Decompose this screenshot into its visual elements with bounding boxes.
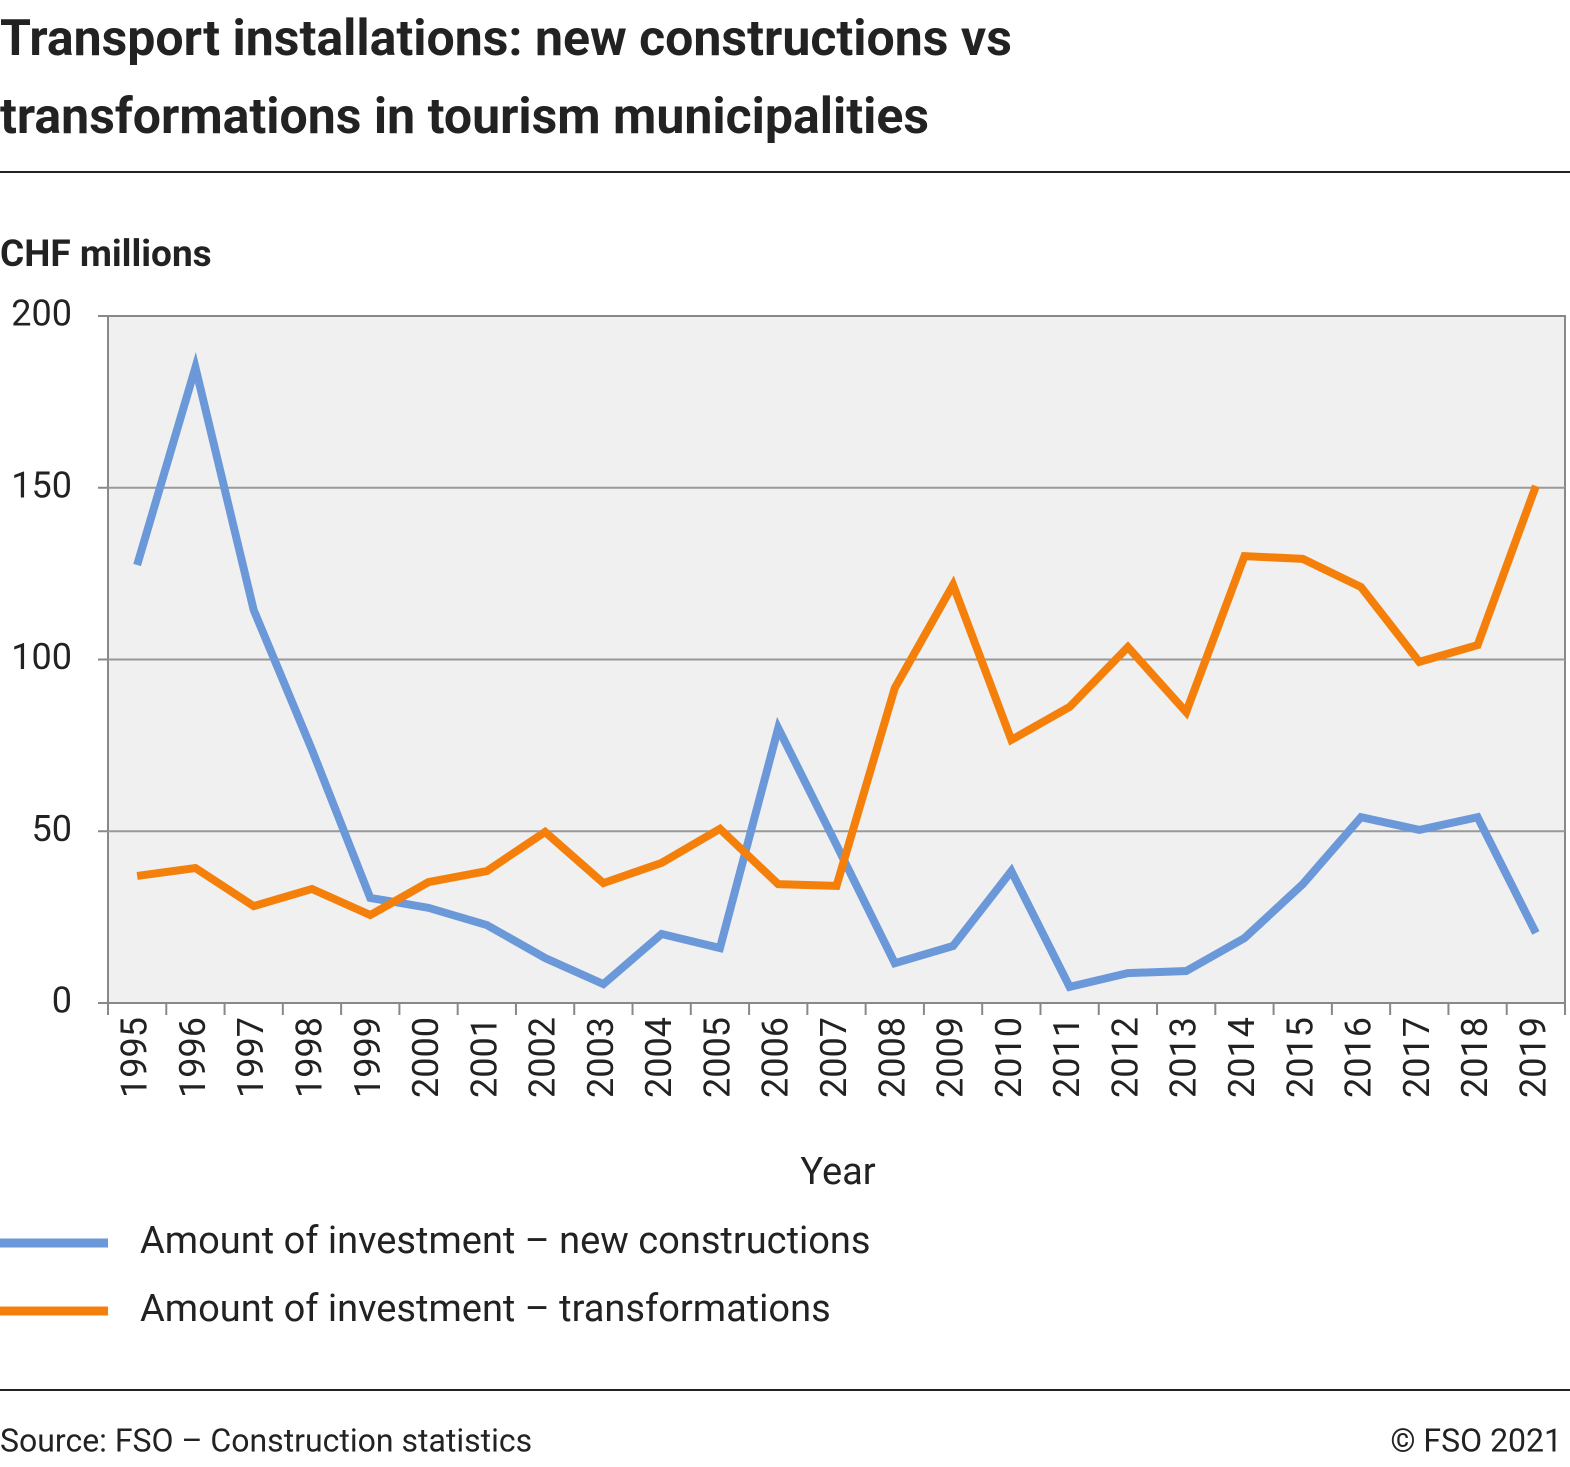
x-tick-label: 1995 [114, 1017, 156, 1098]
copyright: © FSO 2021 [1390, 1421, 1562, 1459]
x-tick-label: 1998 [288, 1017, 330, 1098]
x-tick-label: 2001 [463, 1017, 505, 1098]
x-axis-label: Year [800, 1150, 875, 1194]
rule [0, 171, 1570, 173]
x-tick-label: 2019 [1512, 1017, 1554, 1098]
rule [0, 1389, 1570, 1391]
y-tick-label: 150 [11, 464, 72, 506]
x-tick-label: 2012 [1104, 1017, 1146, 1098]
x-tick-label: 2014 [1221, 1017, 1263, 1098]
x-tick-label: 2008 [871, 1017, 913, 1098]
y-tick-label: 0 [52, 980, 72, 1022]
y-tick-label: 50 [32, 808, 72, 850]
y-tick-label: 200 [11, 293, 72, 335]
data-line [133, 352, 1540, 992]
x-tick-label: 2002 [522, 1017, 564, 1098]
chart-title: Transport installations: new constructio… [0, 10, 1012, 146]
x-tick-label: 2011 [1046, 1017, 1088, 1098]
x-tick-label: 1996 [172, 1017, 214, 1098]
x-tick-label: 2013 [1163, 1017, 1205, 1098]
data-line [136, 484, 1540, 920]
x-tick-label: 2000 [405, 1017, 447, 1098]
x-tick-label: 2003 [580, 1017, 622, 1098]
x-tick-label: 2009 [930, 1017, 972, 1098]
x-tick-label: 2015 [1279, 1017, 1321, 1098]
x-tick-label: 2004 [638, 1017, 680, 1098]
source: Source: FSO – Construction statistics [0, 1421, 532, 1459]
y-axis-label: CHF millions [0, 233, 212, 276]
x-tick-label: 2017 [1396, 1017, 1438, 1098]
x-tick-label: 1999 [347, 1017, 389, 1098]
legend-label: Amount of investment – new constructions [140, 1219, 871, 1263]
x-tick-label: 2006 [755, 1017, 797, 1098]
x-tick-label: 1997 [230, 1017, 272, 1098]
y-tick-label: 100 [11, 636, 72, 678]
legend-label: Amount of investment – transformations [140, 1287, 831, 1331]
x-tick-label: 2016 [1338, 1017, 1380, 1098]
x-tick-label: 2010 [988, 1017, 1030, 1098]
x-tick-label: 2005 [696, 1017, 738, 1098]
x-tick-label: 2018 [1454, 1017, 1496, 1098]
x-tick-label: 2007 [813, 1017, 855, 1098]
